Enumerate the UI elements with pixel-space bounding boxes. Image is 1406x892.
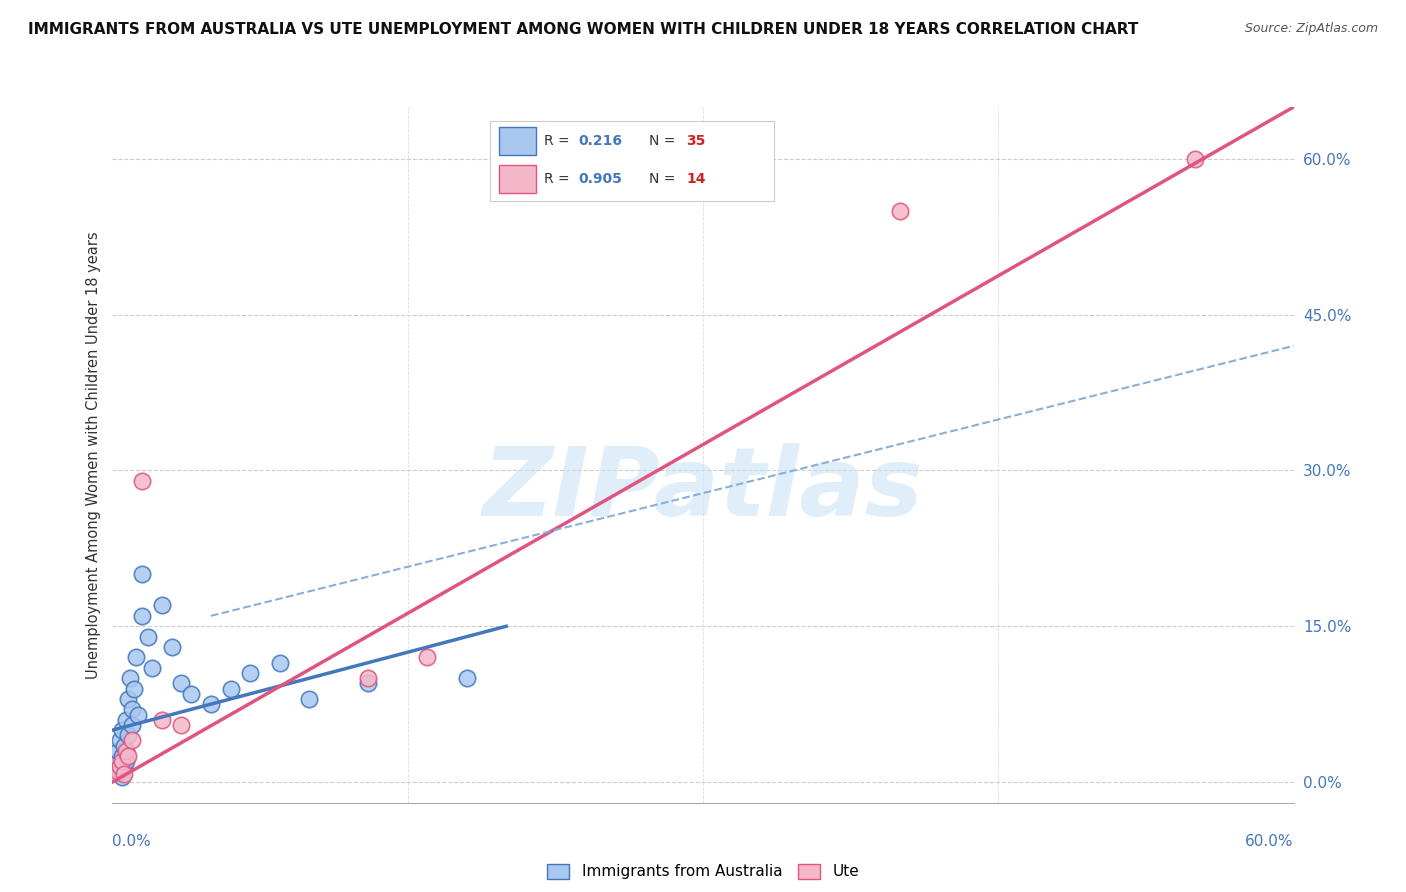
Text: ZIPatlas: ZIPatlas	[482, 443, 924, 536]
Point	[117, 728, 139, 742]
Point	[121, 733, 143, 747]
Point	[110, 764, 132, 779]
Point	[170, 718, 193, 732]
Point	[131, 608, 153, 623]
Point	[111, 723, 134, 738]
Point	[110, 733, 132, 747]
Point	[121, 718, 143, 732]
Point	[131, 474, 153, 488]
Point	[141, 661, 163, 675]
Point	[105, 759, 128, 773]
Text: Source: ZipAtlas.com: Source: ZipAtlas.com	[1244, 22, 1378, 36]
Point	[170, 676, 193, 690]
Point	[219, 681, 242, 696]
Point	[110, 759, 132, 773]
Point	[298, 692, 321, 706]
Point	[416, 650, 439, 665]
Point	[120, 671, 142, 685]
Point	[107, 744, 129, 758]
Text: 0.0%: 0.0%	[112, 834, 152, 849]
Point	[180, 687, 202, 701]
Point	[111, 754, 134, 768]
Point	[131, 567, 153, 582]
Point	[112, 766, 135, 780]
Point	[121, 702, 143, 716]
Point	[111, 749, 134, 764]
Text: 60.0%: 60.0%	[1246, 834, 1294, 849]
Point	[150, 713, 173, 727]
Point	[456, 671, 478, 685]
Point	[200, 697, 222, 711]
Text: IMMIGRANTS FROM AUSTRALIA VS UTE UNEMPLOYMENT AMONG WOMEN WITH CHILDREN UNDER 18: IMMIGRANTS FROM AUSTRALIA VS UTE UNEMPLO…	[28, 22, 1139, 37]
Point	[127, 707, 149, 722]
Point	[357, 671, 380, 685]
Point	[150, 599, 173, 613]
Point	[239, 665, 262, 680]
Point	[107, 764, 129, 779]
Y-axis label: Unemployment Among Women with Children Under 18 years: Unemployment Among Women with Children U…	[86, 231, 101, 679]
Point	[117, 692, 139, 706]
Point	[112, 759, 135, 773]
Point	[117, 749, 139, 764]
Point	[112, 739, 135, 753]
Point	[136, 630, 159, 644]
Point	[107, 754, 129, 768]
Point	[1184, 152, 1206, 166]
Point	[115, 744, 138, 758]
Point	[160, 640, 183, 654]
Point	[122, 681, 145, 696]
Point	[111, 770, 134, 784]
Point	[115, 713, 138, 727]
Legend: Immigrants from Australia, Ute: Immigrants from Australia, Ute	[540, 857, 866, 886]
Point	[115, 754, 138, 768]
Point	[889, 203, 911, 218]
Point	[269, 656, 291, 670]
Point	[125, 650, 148, 665]
Point	[357, 676, 380, 690]
